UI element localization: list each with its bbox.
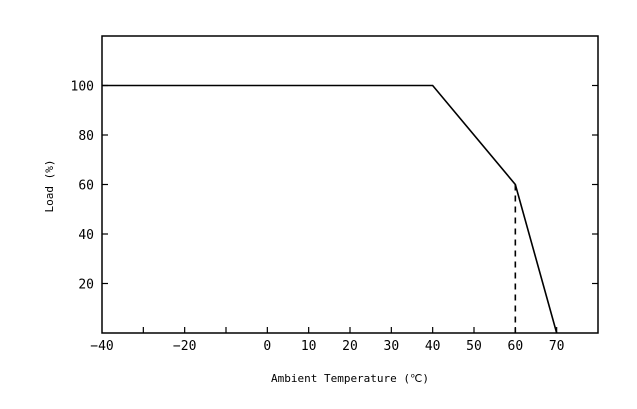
x-tick-label: 30 <box>384 339 400 354</box>
x-tick-label: 40 <box>425 339 441 354</box>
plot-frame <box>102 36 598 333</box>
y-tick-label: 100 <box>71 80 94 95</box>
y-tick-label: 40 <box>78 228 94 243</box>
series-layer <box>102 85 557 333</box>
ticks-layer: −40 −20 0 10 20 30 40 50 60 70 20 40 60 80 100 <box>71 80 598 355</box>
y-axis-title: Load (%) <box>43 160 56 213</box>
x-axis-title: Ambient Temperature (℃) <box>271 372 429 385</box>
x-tick-label: −40 <box>90 339 113 354</box>
x-tick-label: 0 <box>263 339 271 354</box>
x-tick-label: 70 <box>549 339 565 354</box>
y-tick-label: 60 <box>78 179 94 194</box>
x-tick-label: −20 <box>173 339 196 354</box>
x-tick-label: 50 <box>466 339 482 354</box>
x-tick-label: 20 <box>342 339 358 354</box>
derating-curve <box>102 86 557 334</box>
y-tick-label: 20 <box>78 278 94 293</box>
x-tick-label: 10 <box>301 339 317 354</box>
y-tick-label: 80 <box>78 129 94 144</box>
x-tick-label: 60 <box>508 339 524 354</box>
